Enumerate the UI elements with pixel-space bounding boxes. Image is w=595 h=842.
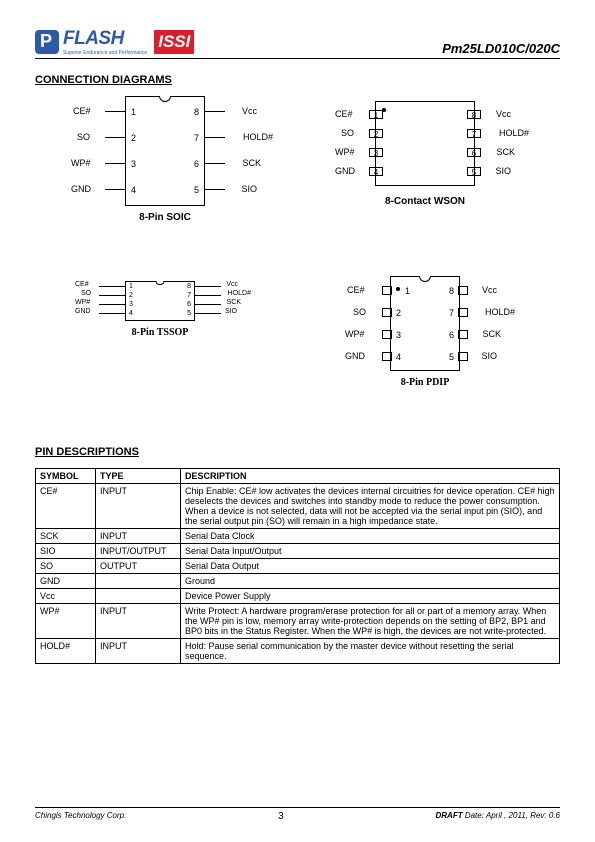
logo-block: FLASH Superior Endurance and Performance… [35,28,194,56]
footer-company: Chingis Technology Corp. [35,811,126,822]
table-row: CE#INPUTChip Enable: CE# low activates t… [36,484,560,529]
issi-logo: ISSI [154,30,194,54]
soic-caption: 8-Pin SOIC [85,212,245,223]
table-row: VccDevice Power Supply [36,589,560,604]
footer-draft: DRAFT Date: April , 2011, Rev: 0.6 [436,811,561,822]
table-row: SCKINPUTSerial Data Clock [36,529,560,544]
logo-p-icon [35,30,59,54]
table-header-row: SYMBOL TYPE DESCRIPTION [36,469,560,484]
page-footer: Chingis Technology Corp. 3 DRAFT Date: A… [35,807,560,822]
notch-icon [159,96,171,102]
pin-description-table: SYMBOL TYPE DESCRIPTION CE#INPUTChip Ena… [35,468,560,664]
pdip-caption: 8-Pin PDIP [335,377,515,388]
notch-icon [156,281,165,285]
section-pin-descriptions: PIN DESCRIPTIONS [35,446,560,458]
table-row: GNDGround [36,574,560,589]
package-pdip: 1 2 3 4 8 7 6 5 CE# SO WP# GND Vcc [335,276,515,388]
package-soic: 1 2 3 4 8 7 6 5 CE# SO WP# GND Vcc HOLD# [85,96,245,223]
pin1-dot-icon [396,287,400,291]
wson-caption: 8-Contact WSON [335,196,515,207]
table-row: WP#INPUTWrite Protect: A hardware progra… [36,604,560,639]
package-tssop: 1 2 3 4 8 7 6 5 CE# SO WP# GND Vcc HOLD# [75,281,245,338]
brand-main: FLASH [63,28,147,50]
section-connection-diagrams: CONNECTION DIAGRAMS [35,74,560,86]
tssop-caption: 8-Pin TSSOP [75,327,245,338]
footer-page: 3 [278,811,284,822]
package-wson: 1 2 3 4 8 7 6 5 CE# SO WP# GND Vcc HOLD#… [335,101,515,207]
table-row: SIOINPUT/OUTPUTSerial Data Input/Output [36,544,560,559]
page-header: FLASH Superior Endurance and Performance… [35,28,560,59]
table-row: SOOUTPUTSerial Data Output [36,559,560,574]
brand-tagline: Superior Endurance and Performance [63,50,147,56]
notch-icon [419,276,431,282]
diagrams-area: 1 2 3 4 8 7 6 5 CE# SO WP# GND Vcc HOLD# [35,96,560,436]
table-row: HOLD#INPUTHold: Pause serial communicati… [36,639,560,664]
part-number: Pm25LD010C/020C [442,41,560,56]
brand-text: FLASH Superior Endurance and Performance [63,28,147,56]
